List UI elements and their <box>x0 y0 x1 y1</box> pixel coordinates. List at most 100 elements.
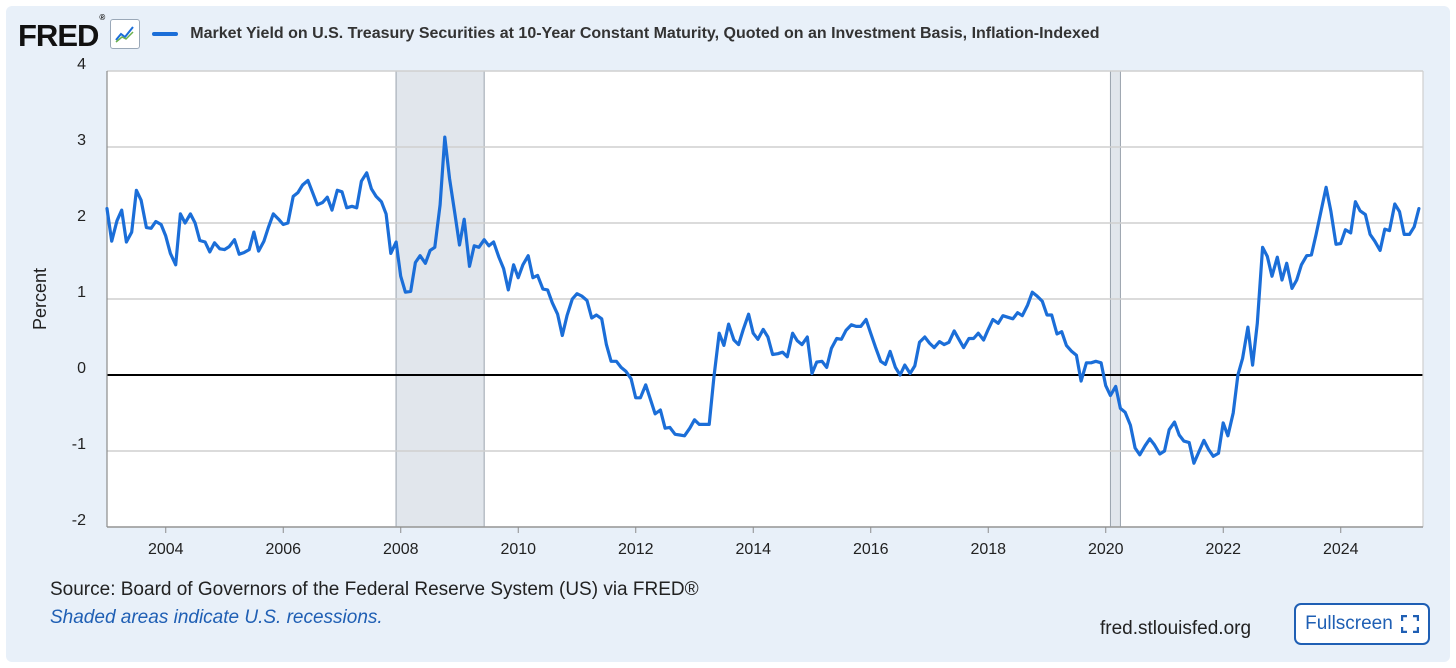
data-point[interactable] <box>1398 210 1400 212</box>
data-point[interactable] <box>830 347 832 349</box>
data-point[interactable] <box>272 213 274 215</box>
data-point[interactable] <box>1051 314 1053 316</box>
data-point[interactable] <box>370 188 372 190</box>
data-point[interactable] <box>1041 300 1043 302</box>
data-point[interactable] <box>801 343 803 345</box>
data-point[interactable] <box>135 189 137 191</box>
data-point[interactable] <box>297 191 299 193</box>
data-point[interactable] <box>106 207 108 209</box>
data-point[interactable] <box>532 277 534 279</box>
data-point[interactable] <box>664 427 666 429</box>
data-point[interactable] <box>590 317 592 319</box>
data-point[interactable] <box>1232 412 1234 414</box>
data-point[interactable] <box>1364 213 1366 215</box>
data-point[interactable] <box>825 366 827 368</box>
data-point[interactable] <box>786 356 788 358</box>
data-point[interactable] <box>311 191 313 193</box>
data-point[interactable] <box>1016 311 1018 313</box>
data-point[interactable] <box>586 299 588 301</box>
data-point[interactable] <box>419 254 421 256</box>
data-point[interactable] <box>321 201 323 203</box>
data-point[interactable] <box>1159 453 1161 455</box>
data-point[interactable] <box>1026 304 1028 306</box>
data-point[interactable] <box>414 261 416 263</box>
data-point[interactable] <box>1056 333 1058 335</box>
data-point[interactable] <box>992 318 994 320</box>
data-point[interactable] <box>1222 422 1224 424</box>
data-point[interactable] <box>914 365 916 367</box>
data-point[interactable] <box>473 245 475 247</box>
data-point[interactable] <box>204 241 206 243</box>
data-point[interactable] <box>605 343 607 345</box>
data-point[interactable] <box>595 314 597 316</box>
data-point[interactable] <box>1300 264 1302 266</box>
data-point[interactable] <box>1374 240 1376 242</box>
data-point[interactable] <box>1310 254 1312 256</box>
data-point[interactable] <box>542 288 544 290</box>
data-point[interactable] <box>478 246 480 248</box>
data-point[interactable] <box>165 235 167 237</box>
data-point[interactable] <box>821 360 823 362</box>
data-point[interactable] <box>1241 357 1243 359</box>
data-point[interactable] <box>194 222 196 224</box>
data-point[interactable] <box>1080 380 1082 382</box>
data-point[interactable] <box>341 191 343 193</box>
data-point[interactable] <box>1359 210 1361 212</box>
data-point[interactable] <box>962 346 964 348</box>
data-point[interactable] <box>390 252 392 254</box>
data-point[interactable] <box>933 346 935 348</box>
data-point[interactable] <box>1217 452 1219 454</box>
data-point[interactable] <box>997 322 999 324</box>
data-point[interactable] <box>1006 316 1008 318</box>
fred-logo[interactable]: FRED® <box>18 13 105 53</box>
data-point[interactable] <box>874 346 876 348</box>
line-graph-icon[interactable] <box>110 19 141 49</box>
data-point[interactable] <box>492 241 494 243</box>
data-point[interactable] <box>385 213 387 215</box>
data-point[interactable] <box>683 435 685 437</box>
data-point[interactable] <box>326 196 328 198</box>
data-point[interactable] <box>267 226 269 228</box>
data-point[interactable] <box>982 339 984 341</box>
data-point[interactable] <box>1095 360 1097 362</box>
data-point[interactable] <box>865 318 867 320</box>
data-point[interactable] <box>752 332 754 334</box>
data-point[interactable] <box>816 361 818 363</box>
data-point[interactable] <box>360 180 362 182</box>
data-point[interactable] <box>870 332 872 334</box>
data-point[interactable] <box>1237 374 1239 376</box>
data-point[interactable] <box>928 342 930 344</box>
data-point[interactable] <box>1291 287 1293 289</box>
data-point[interactable] <box>693 419 695 421</box>
data-point[interactable] <box>522 264 524 266</box>
data-point[interactable] <box>737 343 739 345</box>
data-point[interactable] <box>1315 233 1317 235</box>
data-point[interactable] <box>169 252 171 254</box>
data-point[interactable] <box>889 350 891 352</box>
data-point[interactable] <box>1286 262 1288 264</box>
data-point[interactable] <box>742 328 744 330</box>
data-point[interactable] <box>527 254 529 256</box>
data-point[interactable] <box>1036 295 1038 297</box>
data-point[interactable] <box>434 246 436 248</box>
data-point[interactable] <box>918 341 920 343</box>
data-point[interactable] <box>953 330 955 332</box>
data-point[interactable] <box>924 336 926 338</box>
data-point[interactable] <box>1183 440 1185 442</box>
data-point[interactable] <box>184 222 186 224</box>
data-point[interactable] <box>351 205 353 207</box>
data-point[interactable] <box>257 250 259 252</box>
data-point[interactable] <box>1335 243 1337 245</box>
data-point[interactable] <box>243 251 245 253</box>
data-point[interactable] <box>811 372 813 374</box>
data-point[interactable] <box>145 226 147 228</box>
data-point[interactable] <box>689 427 691 429</box>
data-point[interactable] <box>733 339 735 341</box>
data-point[interactable] <box>1002 315 1004 317</box>
data-point[interactable] <box>292 195 294 197</box>
data-point[interactable] <box>968 337 970 339</box>
data-point[interactable] <box>620 366 622 368</box>
data-point[interactable] <box>301 184 303 186</box>
data-point[interactable] <box>1344 229 1346 231</box>
data-point[interactable] <box>987 328 989 330</box>
